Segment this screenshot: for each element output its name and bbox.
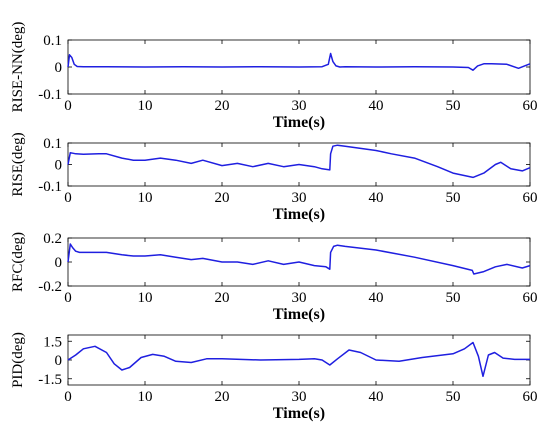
x-tick-label: 50 [446, 98, 461, 114]
y-tick-label: 0 [55, 60, 63, 76]
x-tick-label: 0 [64, 389, 72, 405]
x-tick-label: 0 [64, 98, 72, 114]
x-tick-label: 30 [292, 290, 307, 306]
x-tick-label: 60 [523, 98, 538, 114]
x-tick-label: 60 [523, 389, 538, 405]
x-tick-label: 20 [215, 98, 230, 114]
y-tick-label: -0.1 [38, 179, 62, 195]
x-tick-label: 40 [369, 98, 384, 114]
x-tick-label: 0 [64, 190, 72, 206]
y-tick-label: -1.5 [38, 372, 62, 388]
x-tick-label: 30 [292, 190, 307, 206]
x-tick-label: 40 [369, 389, 384, 405]
y-tick-label: -0.2 [38, 279, 62, 295]
x-tick-label: 30 [292, 389, 307, 405]
x-tick-label: 20 [215, 290, 230, 306]
y-axis-label: RISE(deg) [10, 132, 26, 196]
x-tick-label: 50 [446, 290, 461, 306]
x-tick-label: 10 [138, 290, 153, 306]
x-tick-label: 60 [523, 190, 538, 206]
x-axis-label: Time(s) [273, 405, 325, 422]
y-tick-label: 0.1 [43, 33, 62, 49]
series-line [67, 144, 531, 179]
x-tick-label: 10 [138, 389, 153, 405]
x-tick-label: 40 [369, 190, 384, 206]
y-tick-label: -0.1 [38, 87, 62, 103]
x-tick-label: 50 [446, 389, 461, 405]
y-tick-label: 0 [55, 158, 63, 174]
x-tick-label: 20 [215, 190, 230, 206]
x-tick-label: 10 [138, 98, 153, 114]
y-axis-label: PID(deg) [10, 332, 26, 388]
y-tick-label: 0 [55, 255, 63, 271]
x-tick-label: 0 [64, 290, 72, 306]
x-tick-label: 30 [292, 98, 307, 114]
y-tick-label: 0.1 [43, 136, 62, 152]
y-axis-label: RFC(deg) [10, 232, 26, 292]
series-line [67, 243, 531, 275]
y-tick-label: 1.5 [43, 334, 62, 350]
y-axis-label: RISE-NN(deg) [10, 22, 26, 113]
y-tick-label: 0.2 [43, 231, 62, 247]
x-tick-label: 40 [369, 290, 384, 306]
x-tick-label: 50 [446, 190, 461, 206]
series-line [67, 52, 531, 71]
x-tick-label: 60 [523, 290, 538, 306]
x-axis-label: Time(s) [273, 206, 325, 223]
series-line [67, 341, 530, 378]
x-axis-label: Time(s) [273, 114, 325, 131]
x-tick-label: 20 [215, 389, 230, 405]
x-tick-label: 10 [138, 190, 153, 206]
y-tick-label: 0 [55, 353, 63, 369]
x-axis-label: Time(s) [273, 306, 325, 323]
